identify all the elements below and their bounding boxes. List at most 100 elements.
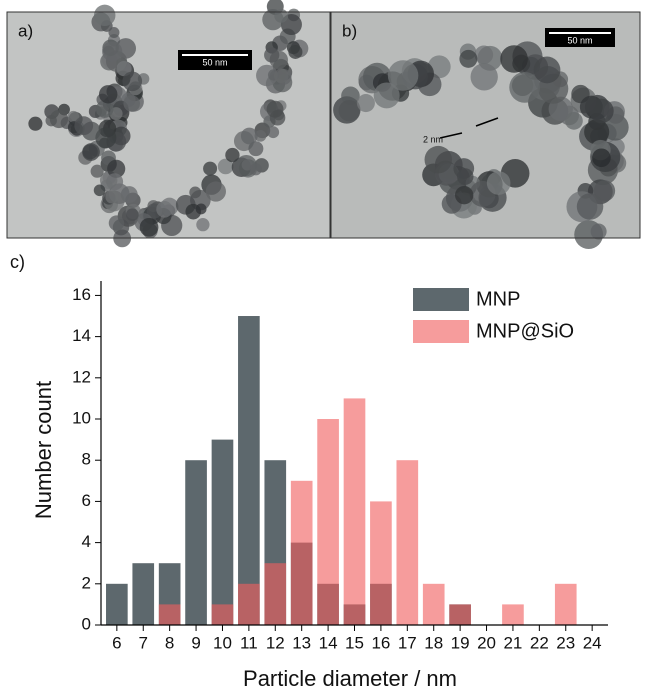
particle (477, 45, 503, 71)
bar (290, 480, 313, 625)
x-tick-label: 10 (213, 633, 232, 652)
x-tick-label: 23 (556, 633, 575, 652)
bar (158, 604, 181, 625)
bar (211, 439, 234, 625)
bar (211, 604, 234, 625)
x-tick-label: 17 (398, 633, 417, 652)
bar (132, 563, 155, 625)
particle (509, 71, 541, 103)
x-tick-label: 22 (530, 633, 549, 652)
bar (370, 501, 392, 625)
particle (108, 215, 125, 231)
x-tick-label: 21 (503, 633, 522, 652)
bar (264, 563, 287, 625)
particle (264, 47, 280, 63)
legend-swatch (413, 320, 469, 343)
particle (105, 190, 119, 204)
particle (205, 181, 226, 202)
particle (189, 186, 202, 199)
bar (502, 604, 524, 625)
bar (238, 316, 260, 625)
panel-label: a) (18, 21, 33, 40)
x-tick-label: 15 (345, 633, 364, 652)
particle (273, 68, 289, 84)
bar (554, 583, 577, 625)
particle (267, 126, 280, 139)
particle (424, 145, 452, 174)
y-axis-label: Number count (31, 381, 56, 519)
particle (266, 100, 284, 118)
particle (589, 98, 614, 124)
particle (454, 185, 474, 205)
x-axis-label: Particle diameter / nm (243, 666, 457, 691)
particle (459, 49, 478, 68)
bar (106, 583, 128, 625)
particle (217, 158, 234, 175)
scale-text: 50 nm (567, 35, 592, 45)
particle (90, 164, 104, 178)
y-tick-label: 10 (72, 408, 91, 427)
bar (343, 398, 366, 625)
particle (584, 119, 610, 145)
legend-swatch (413, 288, 469, 311)
frame-b (330, 11, 641, 239)
particle (254, 129, 267, 142)
particle (125, 208, 139, 222)
particle (74, 116, 94, 136)
x-tick-label: 9 (191, 633, 200, 652)
y-tick-label: 8 (82, 450, 91, 469)
bar (238, 583, 260, 625)
x-tick-label: 7 (139, 633, 148, 652)
y-tick-label: 2 (82, 573, 91, 592)
y-tick-label: 16 (72, 285, 91, 304)
particle (590, 223, 607, 240)
x-tick-label: 8 (165, 633, 174, 652)
particle (341, 86, 360, 106)
y-tick-label: 4 (82, 532, 91, 551)
particle (356, 94, 375, 113)
particle (67, 110, 80, 123)
x-tick-label: 11 (240, 633, 258, 652)
x-tick-label: 12 (266, 633, 285, 652)
particle (274, 8, 289, 23)
particle (203, 161, 218, 176)
frame-a (6, 11, 331, 239)
particle (565, 111, 583, 130)
particle (185, 203, 202, 220)
panel-label: c) (10, 252, 25, 272)
particle (288, 44, 303, 59)
particle (139, 217, 159, 237)
particle (256, 64, 278, 87)
particle (456, 168, 474, 185)
particle (102, 41, 123, 62)
particle (248, 141, 264, 157)
y-tick-label: 6 (82, 491, 91, 510)
x-tick-label: 14 (319, 633, 338, 652)
x-tick-label: 24 (583, 633, 602, 652)
particle (156, 201, 173, 218)
particle (500, 45, 528, 73)
particle (28, 116, 43, 131)
x-tick-label: 19 (451, 633, 470, 652)
particle (338, 99, 360, 122)
particle (196, 218, 210, 232)
bar (185, 460, 207, 625)
legend-label: MNP (476, 288, 520, 310)
x-tick-label: 13 (292, 633, 311, 652)
scale-text: 50 nm (202, 57, 227, 67)
particle (123, 95, 141, 112)
legend-label: MNP@SiO (476, 320, 574, 342)
panel-label: b) (342, 21, 357, 40)
particle (95, 100, 114, 118)
particle (486, 171, 511, 195)
x-tick-label: 6 (112, 633, 121, 652)
bar (317, 419, 339, 625)
particle (533, 56, 561, 84)
particle (106, 173, 124, 191)
particle (387, 60, 419, 91)
particle (592, 148, 611, 168)
particle (225, 147, 240, 163)
particle (107, 159, 126, 178)
particle (93, 184, 106, 197)
